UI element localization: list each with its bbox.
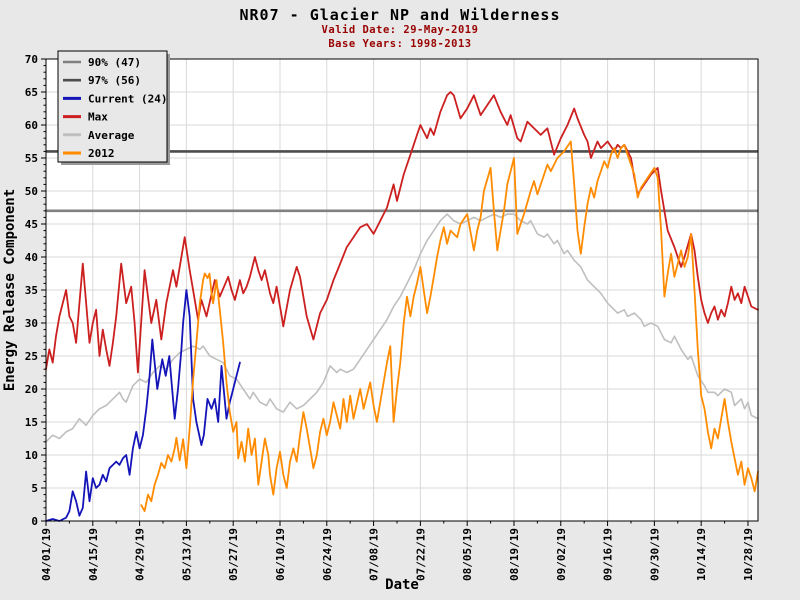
y-tick-label: 30 — [25, 317, 38, 330]
y-axis-label: Energy Release Component — [2, 189, 18, 391]
x-tick-label: 06/10/19 — [274, 528, 287, 581]
x-tick-label: 09/02/19 — [555, 528, 568, 581]
x-tick-label: 08/19/19 — [508, 528, 521, 581]
tick-labels: 0 5 10 15 20 25 30 35 40 45 50 55 60 65 70 04/01/19 04/1… — [25, 53, 755, 581]
y-tick-label: 50 — [25, 185, 38, 198]
legend: 90% (47) 97% (56) Current (24) Max Average 20… — [57, 50, 170, 165]
y-tick-label: 10 — [25, 449, 38, 462]
y-tick-label: 0 — [31, 515, 38, 528]
y-tick-label: 20 — [25, 383, 38, 396]
y-tick-label: 35 — [25, 284, 38, 297]
legend-label: 2012 — [88, 147, 115, 160]
x-tick-label: 10/14/19 — [695, 528, 708, 581]
legend-box — [57, 50, 168, 163]
y-tick-label: 5 — [31, 482, 38, 495]
x-axis-label: Date — [385, 577, 419, 593]
series-current-24 — [45, 289, 241, 522]
x-tick-label: 04/29/19 — [134, 528, 147, 581]
y-tick-label: 60 — [25, 119, 38, 132]
legend-label: 97% (56) — [88, 74, 141, 87]
y-tick-label: 40 — [25, 251, 38, 264]
axis-ticks — [41, 58, 749, 526]
series-max — [45, 91, 759, 374]
legend-label: Average — [88, 129, 135, 142]
y-tick-label: 65 — [25, 86, 38, 99]
base-years-subtitle: Base Years: 1998-2013 — [328, 38, 472, 50]
y-tick-label: 55 — [25, 152, 38, 165]
x-tick-label: 05/13/19 — [180, 528, 193, 581]
x-tick-label: 10/28/19 — [742, 528, 755, 581]
x-tick-label: 09/30/19 — [648, 528, 661, 581]
legend-label: Max — [88, 111, 108, 124]
x-tick-label: 08/05/19 — [461, 528, 474, 581]
series-2012 — [140, 140, 759, 513]
gridlines — [45, 59, 758, 521]
y-tick-label: 45 — [25, 218, 38, 231]
y-tick-label: 25 — [25, 350, 38, 363]
series-lines-layer — [45, 91, 759, 522]
x-tick-label: 04/15/19 — [87, 528, 100, 581]
chart-title: NR07 - Glacier NP and Wilderness — [239, 6, 561, 24]
legend-label: Current (24) — [88, 92, 167, 105]
y-tick-label: 70 — [25, 53, 38, 66]
x-tick-label: 05/27/19 — [227, 528, 240, 581]
valid-date-subtitle: Valid Date: 29-May-2019 — [321, 24, 479, 36]
x-tick-label: 09/16/19 — [602, 528, 615, 581]
x-tick-label: 06/24/19 — [321, 528, 334, 581]
x-tick-label: 07/08/19 — [368, 528, 381, 581]
x-tick-label: 04/01/19 — [40, 528, 53, 581]
legend-label: 90% (47) — [88, 56, 141, 69]
x-tick-label: 07/22/19 — [414, 528, 427, 581]
y-tick-label: 15 — [25, 416, 38, 429]
